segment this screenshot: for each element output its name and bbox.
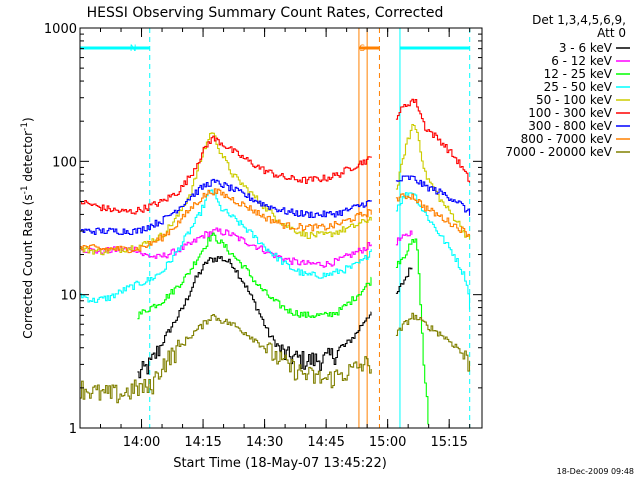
y-axis-label-mid: detector <box>21 131 35 186</box>
timestamp: 18-Dec-2009 09:48 <box>557 467 634 476</box>
x-tick-label-4: 15:00 <box>369 435 406 450</box>
legend-label-5: 100 - 300 keV <box>528 106 612 120</box>
y-axis-label-sup1: -1 <box>20 185 30 194</box>
legend-label-4: 50 - 100 keV <box>536 93 613 107</box>
y-axis-label-end: ) <box>21 117 35 122</box>
series-line-4 <box>80 123 471 256</box>
x-axis-label: Start Time (18-May-07 13:45:22) <box>173 456 387 471</box>
plot-frame <box>79 27 483 429</box>
legend-label-7: 800 - 7000 keV <box>521 132 613 146</box>
series-line-5 <box>80 98 471 215</box>
flag-label-0: N <box>130 44 137 54</box>
y-axis-label-main: Corrected Count Rate (s <box>21 194 35 338</box>
legend-title-1: Det 1,3,4,5,6,9, <box>532 13 626 27</box>
y-axis-label-sup2: -1 <box>20 122 30 131</box>
x-tick-label-2: 14:30 <box>246 435 283 450</box>
y-tick-label-3: 1000 <box>44 22 77 37</box>
y-tick-label-2: 100 <box>52 155 77 170</box>
series-line-6 <box>80 175 471 236</box>
x-tick-label-1: 14:15 <box>184 435 221 450</box>
axis-ticks: 1 10 100 1000 14:00 14:15 14:30 14:45 15:00 15:15 <box>44 22 482 450</box>
legend-label-2: 12 - 25 keV <box>544 67 613 81</box>
legend-label-3: 25 - 50 keV <box>544 80 613 94</box>
chart-title: HESSI Observing Summary Count Rates, Cor… <box>87 5 444 21</box>
series-line-3 <box>80 189 471 310</box>
y-tick-label-1: 10 <box>60 289 77 304</box>
series-line-7 <box>80 188 471 254</box>
series-line-8 <box>80 312 471 404</box>
flag-label-1: S <box>359 44 365 54</box>
series-group <box>80 98 471 425</box>
legend-label-8: 7000 - 20000 keV <box>505 145 612 159</box>
x-tick-label-3: 14:45 <box>307 435 344 450</box>
legend-label-0: 3 - 6 keV <box>559 41 613 55</box>
series-line-2 <box>137 232 429 425</box>
legend-label-6: 300 - 800 keV <box>528 119 612 133</box>
series-line-0 <box>137 256 413 379</box>
x-tick-label-0: 14:00 <box>123 435 160 450</box>
y-axis-label: Corrected Count Rate (s-1 detector-1) <box>20 117 35 338</box>
legend-title-2: Att 0 <box>597 26 626 40</box>
y-tick-label-0: 1 <box>69 422 77 437</box>
legend-label-1: 6 - 12 keV <box>551 54 613 68</box>
x-tick-label-5: 15:15 <box>430 435 467 450</box>
